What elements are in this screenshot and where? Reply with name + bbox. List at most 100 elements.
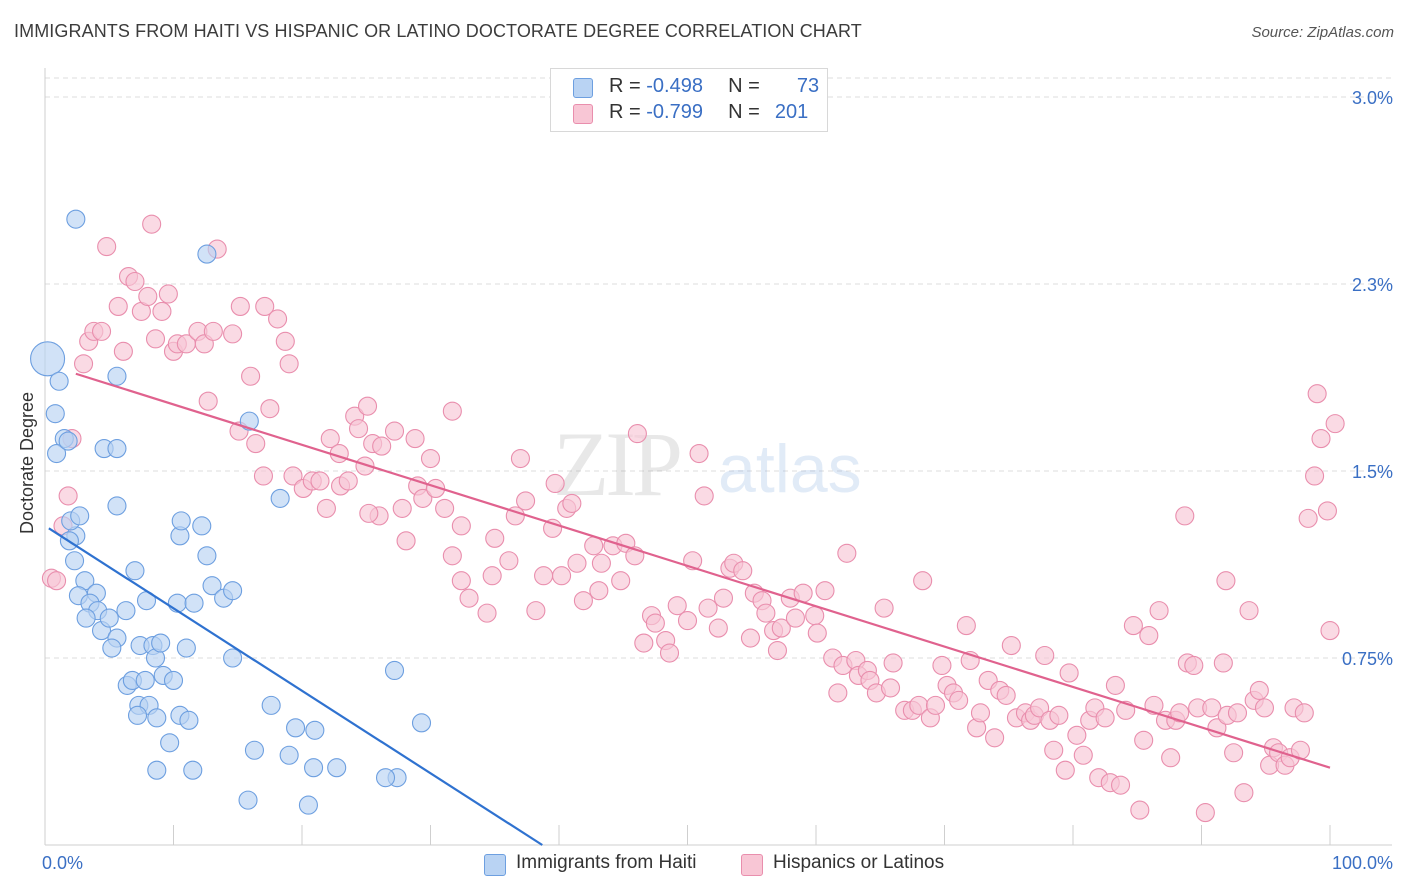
haiti-point: [47, 443, 67, 464]
y-tick-label: 3.0%: [1352, 88, 1393, 108]
trendlines: [48, 372, 1331, 846]
hispanic-point: [279, 354, 299, 374]
hispanic-point: [348, 419, 369, 439]
hispanic-point: [552, 566, 572, 586]
hispanic-point: [392, 498, 412, 518]
hispanic-point: [1035, 645, 1055, 666]
legend-n-value: 73: [796, 75, 820, 97]
haiti-point: [65, 551, 85, 571]
hispanic-point: [949, 690, 969, 710]
hispanic-point: [1044, 740, 1064, 760]
hispanic-point: [733, 561, 753, 581]
hispanic-point: [241, 366, 261, 386]
hispanic-point: [1305, 466, 1325, 486]
hispanic-point: [956, 616, 976, 636]
haiti-point: [49, 371, 69, 391]
hispanic-point: [970, 703, 991, 723]
hispanic-point: [807, 623, 827, 643]
hispanic-point: [589, 581, 609, 601]
hispanic-point: [1202, 698, 1222, 718]
haiti-point: [70, 506, 90, 526]
haiti-point: [202, 576, 222, 596]
chart-title: IMMIGRANTS FROM HAITI VS HISPANIC OR LAT…: [14, 21, 862, 41]
hispanic-point: [985, 728, 1005, 748]
hispanic-point: [158, 284, 178, 304]
hispanic-point: [526, 601, 546, 621]
haiti-point: [192, 516, 212, 536]
hispanic-point: [338, 471, 358, 491]
legend-swatch-hispanic: [573, 104, 593, 124]
haiti-point: [107, 366, 127, 386]
bottom-legend-label-haiti: Immigrants from Haiti: [516, 852, 697, 873]
hispanic-point: [1320, 621, 1340, 641]
haiti-point: [270, 488, 290, 508]
haiti-point: [125, 561, 145, 581]
hispanic-point: [1134, 730, 1154, 750]
hispanic-point: [932, 655, 952, 676]
hispanic-point: [516, 491, 536, 511]
legend-r-value: -0.799: [646, 101, 703, 123]
haiti-point: [197, 546, 217, 566]
hispanic-point: [198, 391, 218, 411]
hispanic-point: [253, 466, 274, 486]
haiti-point: [167, 593, 187, 613]
hispanic-point: [152, 301, 172, 321]
hispanic-point: [1123, 616, 1143, 636]
hispanic-point: [1195, 803, 1215, 823]
hispanic-point: [708, 618, 728, 638]
hispanic-point: [372, 436, 392, 456]
hispanic-point: [74, 354, 94, 374]
haiti-point: [244, 740, 265, 760]
haiti-point: [127, 705, 148, 725]
hispanic-point: [713, 588, 734, 608]
hispanic-point: [359, 503, 379, 523]
hispanic-point: [283, 466, 303, 486]
hispanic-point: [573, 591, 593, 611]
hispanic-point: [996, 685, 1016, 705]
hispanic-point: [591, 553, 611, 573]
haiti-point: [176, 638, 196, 658]
hispanic-point: [659, 643, 680, 663]
hispanic-point: [1110, 775, 1131, 795]
hispanic-point: [1059, 663, 1079, 683]
haiti-points: [30, 209, 432, 815]
hispanic-point: [357, 396, 378, 416]
hispanic-point: [396, 531, 416, 551]
hispanic-point: [771, 618, 791, 638]
hispanic-point: [482, 566, 502, 586]
haiti-trendline: [48, 527, 543, 846]
haiti-point: [107, 439, 127, 459]
haiti-point: [66, 209, 86, 229]
haiti-point: [102, 638, 122, 658]
hispanic-point: [230, 296, 250, 316]
hispanic-point: [1149, 601, 1169, 621]
haiti-point: [279, 745, 299, 765]
hispanic-point: [145, 329, 166, 349]
haiti-point: [135, 670, 155, 690]
legend-n-label: N =: [728, 75, 760, 97]
haiti-point: [116, 601, 136, 621]
hispanic-points: [41, 214, 1345, 823]
hispanic-point: [1317, 501, 1337, 521]
hispanic-point: [805, 606, 825, 626]
haiti-point: [261, 695, 281, 715]
haiti-point: [184, 593, 204, 613]
x-tick-label: 100.0%: [1332, 853, 1393, 873]
hispanic-point: [477, 603, 497, 623]
hispanic-point: [883, 653, 903, 673]
haiti-point: [327, 758, 347, 778]
hispanic-point: [815, 581, 835, 601]
haiti-point: [197, 244, 217, 264]
hispanic-point: [1105, 675, 1125, 695]
hispanic-point: [223, 324, 243, 344]
hispanic-point: [91, 321, 112, 341]
hispanic-point: [545, 473, 565, 494]
legend-r-value: -0.498: [646, 75, 703, 97]
hispanic-point: [1049, 705, 1069, 725]
hispanic-point: [1216, 571, 1236, 591]
hispanic-point: [677, 611, 698, 631]
hispanic-point: [767, 640, 788, 661]
hispanic-point: [1294, 703, 1314, 723]
stats-legend: R = -0.498 N = 73 R = -0.799 N = 201: [550, 68, 828, 132]
hispanic-point: [142, 214, 162, 234]
